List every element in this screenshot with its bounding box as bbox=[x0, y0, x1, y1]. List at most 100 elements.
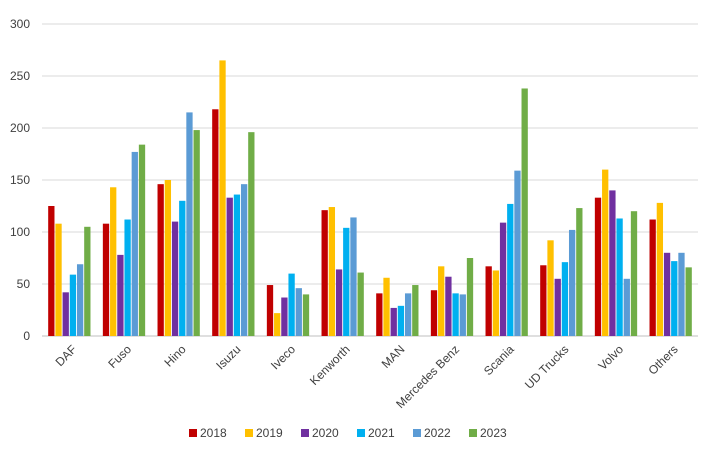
legend-swatch-2023 bbox=[469, 429, 477, 437]
legend-swatch-2018 bbox=[189, 429, 197, 437]
legend-swatch-2020 bbox=[301, 429, 309, 437]
bar-2020-fuso bbox=[117, 254, 124, 336]
bar-2020-daf bbox=[62, 292, 69, 336]
bar-2023-hino bbox=[193, 130, 200, 336]
x-tick-label: Fuso bbox=[105, 342, 134, 371]
bar-2018-fuso bbox=[102, 223, 110, 336]
bar-2020-volvo bbox=[609, 190, 616, 336]
y-tick-label: 250 bbox=[10, 69, 30, 83]
bar-2020-ud-trucks bbox=[554, 278, 561, 336]
bar-2022-ud-trucks bbox=[568, 229, 576, 336]
bars bbox=[48, 60, 692, 337]
x-tick-label: UD Trucks bbox=[522, 342, 572, 392]
x-tick-label: Scania bbox=[481, 342, 517, 378]
bar-2022-isuzu bbox=[240, 184, 248, 336]
bar-2019-daf bbox=[55, 223, 62, 336]
gridlines bbox=[42, 23, 698, 337]
legend-label: 2019 bbox=[256, 426, 283, 440]
bar-2020-others bbox=[663, 252, 671, 336]
bar-2018-man bbox=[376, 293, 383, 336]
bar-2021-isuzu bbox=[233, 194, 241, 336]
bar-2019-mercedes-benz bbox=[438, 266, 445, 336]
bar-2019-kenworth bbox=[328, 207, 336, 336]
legend-swatch-2022 bbox=[413, 429, 421, 437]
legend-label: 2018 bbox=[200, 426, 227, 440]
bar-2018-ud-trucks bbox=[540, 265, 547, 336]
bar-2019-scania bbox=[492, 270, 500, 336]
bar-2023-isuzu bbox=[248, 132, 255, 336]
bar-2018-scania bbox=[485, 266, 492, 336]
bar-2023-fuso bbox=[138, 144, 146, 336]
bar-2019-others bbox=[656, 202, 664, 336]
bar-2018-mercedes-benz bbox=[430, 290, 438, 336]
x-tick-label: Isuzu bbox=[213, 342, 243, 372]
bar-2021-mercedes-benz bbox=[452, 293, 459, 336]
bar-2022-others bbox=[678, 252, 685, 336]
bar-2023-kenworth bbox=[357, 272, 364, 336]
x-tick-label: Volvo bbox=[595, 342, 626, 373]
y-axis-ticks: 0 50 100 150 200 250 300 bbox=[10, 17, 30, 343]
bar-2022-fuso bbox=[131, 151, 138, 336]
bar-2019-ud-trucks bbox=[547, 240, 554, 336]
bar-2022-hino bbox=[186, 112, 193, 337]
bar-2023-daf bbox=[84, 226, 91, 336]
bar-2022-iveco bbox=[295, 288, 302, 336]
bar-2018-kenworth bbox=[321, 210, 328, 336]
bar-2019-volvo bbox=[602, 169, 609, 336]
x-axis-ticks: DAF Fuso Hino Isuzu Iveco Kenworth MANMercedes… bbox=[53, 342, 681, 411]
bar-2018-isuzu bbox=[212, 109, 219, 336]
bar-2021-daf bbox=[69, 274, 77, 336]
bar-2018-hino bbox=[157, 184, 164, 336]
bar-2018-iveco bbox=[266, 285, 274, 336]
bar-2019-man bbox=[383, 277, 390, 336]
bar-2020-man bbox=[390, 307, 397, 336]
bar-2021-man bbox=[397, 305, 405, 336]
bar-2020-scania bbox=[499, 222, 507, 336]
bar-2019-hino bbox=[164, 180, 172, 336]
bar-2021-iveco bbox=[288, 273, 295, 336]
bar-2023-mercedes-benz bbox=[466, 258, 474, 336]
legend-label: 2020 bbox=[312, 426, 339, 440]
bar-2023-scania bbox=[521, 88, 528, 336]
bar-2019-fuso bbox=[110, 187, 117, 336]
x-tick-label: Hino bbox=[161, 342, 189, 370]
bar-2021-kenworth bbox=[343, 227, 350, 336]
bar-2020-isuzu bbox=[226, 197, 233, 336]
y-tick-label: 150 bbox=[10, 173, 30, 187]
bar-2022-kenworth bbox=[350, 217, 357, 336]
bar-2023-man bbox=[412, 285, 419, 336]
legend-label: 2021 bbox=[368, 426, 395, 440]
bar-2020-hino bbox=[171, 221, 179, 336]
bar-2023-others bbox=[685, 267, 692, 336]
bar-2021-others bbox=[671, 261, 678, 336]
y-tick-label: 0 bbox=[23, 329, 30, 343]
legend-label: 2022 bbox=[424, 426, 451, 440]
bar-2019-isuzu bbox=[219, 60, 226, 337]
bar-2022-mercedes-benz bbox=[459, 294, 466, 336]
bar-2021-fuso bbox=[124, 219, 131, 336]
y-tick-label: 50 bbox=[17, 277, 31, 291]
bar-2021-volvo bbox=[616, 218, 623, 336]
legend-label: 2023 bbox=[480, 426, 507, 440]
bar-2021-ud-trucks bbox=[561, 262, 569, 336]
x-tick-label: DAF bbox=[53, 342, 80, 369]
bar-2018-others bbox=[649, 219, 656, 336]
bar-2023-iveco bbox=[302, 294, 310, 336]
bar-2018-daf bbox=[48, 206, 55, 336]
legend: 2018 2019 2020 2021 2022 2023 bbox=[189, 426, 507, 440]
y-tick-label: 300 bbox=[10, 17, 30, 31]
bar-2021-hino bbox=[179, 200, 186, 336]
x-tick-label: MAN bbox=[379, 342, 408, 371]
legend-swatch-2019 bbox=[245, 429, 253, 437]
bar-2020-iveco bbox=[281, 297, 288, 336]
bar-2022-daf bbox=[76, 264, 84, 336]
x-tick-label: Others bbox=[645, 342, 680, 377]
x-tick-label: Iveco bbox=[268, 342, 298, 372]
bar-2023-volvo bbox=[630, 211, 638, 336]
legend-swatch-2021 bbox=[357, 429, 365, 437]
bar-2018-volvo bbox=[594, 197, 602, 336]
bar-2021-scania bbox=[507, 203, 514, 336]
bar-2023-ud-trucks bbox=[576, 208, 583, 336]
y-tick-label: 200 bbox=[10, 121, 30, 135]
